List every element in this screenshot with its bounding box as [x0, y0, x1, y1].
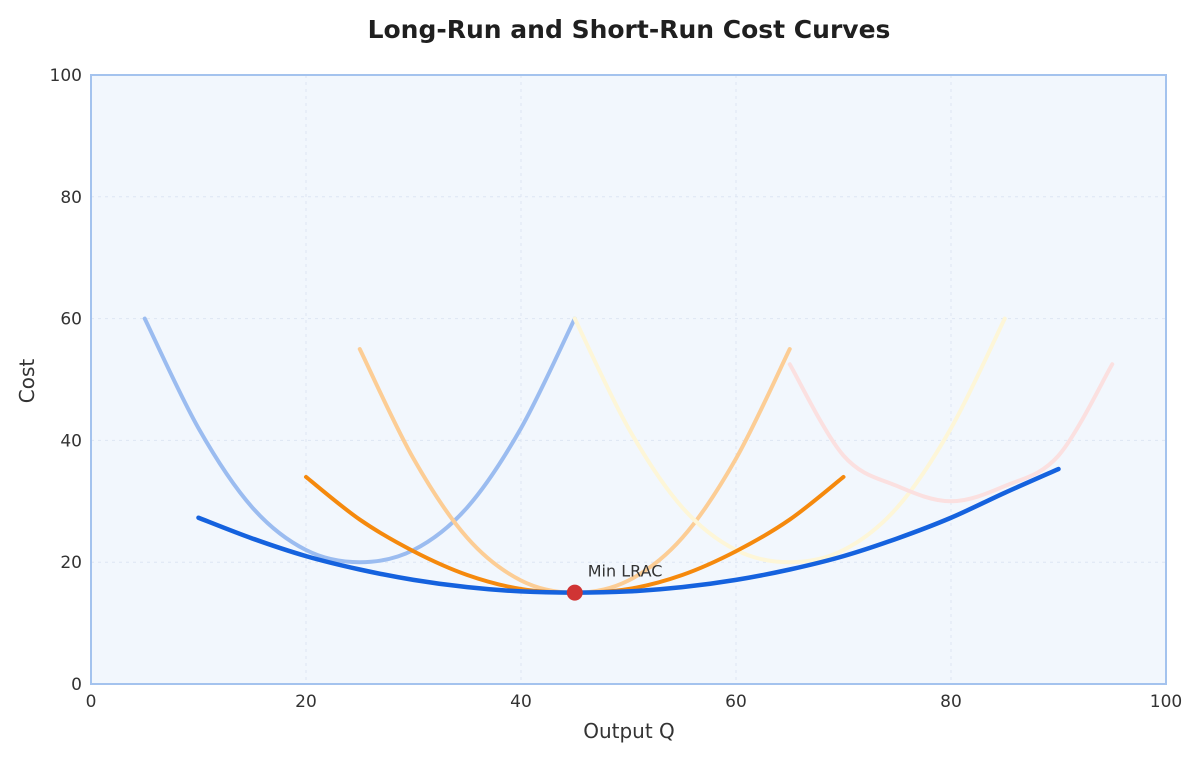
y-tick-label-40: 40: [60, 431, 82, 451]
x-tick-label-0: 0: [86, 692, 97, 712]
annotation-layer: Min LRAC: [566, 562, 663, 601]
x-tick-label-80: 80: [940, 692, 962, 712]
min-lrac-label: Min LRAC: [588, 562, 663, 581]
y-axis-ticks: 0 20 40 60 80 100: [50, 66, 82, 695]
y-tick-label-60: 60: [60, 310, 82, 330]
x-tick-label-100: 100: [1150, 692, 1182, 712]
y-tick-label-100: 100: [50, 66, 82, 86]
x-axis-label: Output Q: [583, 719, 675, 743]
series-line-lrac: [196, 466, 1061, 595]
series-line-srac-1: [142, 316, 577, 565]
min-lrac-point: [566, 584, 583, 601]
x-tick-label-60: 60: [725, 692, 747, 712]
y-tick-label-20: 20: [60, 553, 82, 573]
y-tick-label-0: 0: [71, 675, 82, 695]
chart-title: Long-Run and Short-Run Cost Curves: [368, 15, 891, 44]
plot-border: [90, 74, 1167, 685]
x-tick-label-20: 20: [295, 692, 317, 712]
x-tick-label-40: 40: [510, 692, 532, 712]
y-axis-label: Cost: [15, 359, 39, 404]
x-axis-ticks: 0 20 40 60 80 100: [86, 692, 1183, 712]
series-line-srac-4: [787, 362, 1115, 504]
y-tick-label-80: 80: [60, 188, 82, 208]
series-line-srac-3: [572, 316, 1007, 565]
